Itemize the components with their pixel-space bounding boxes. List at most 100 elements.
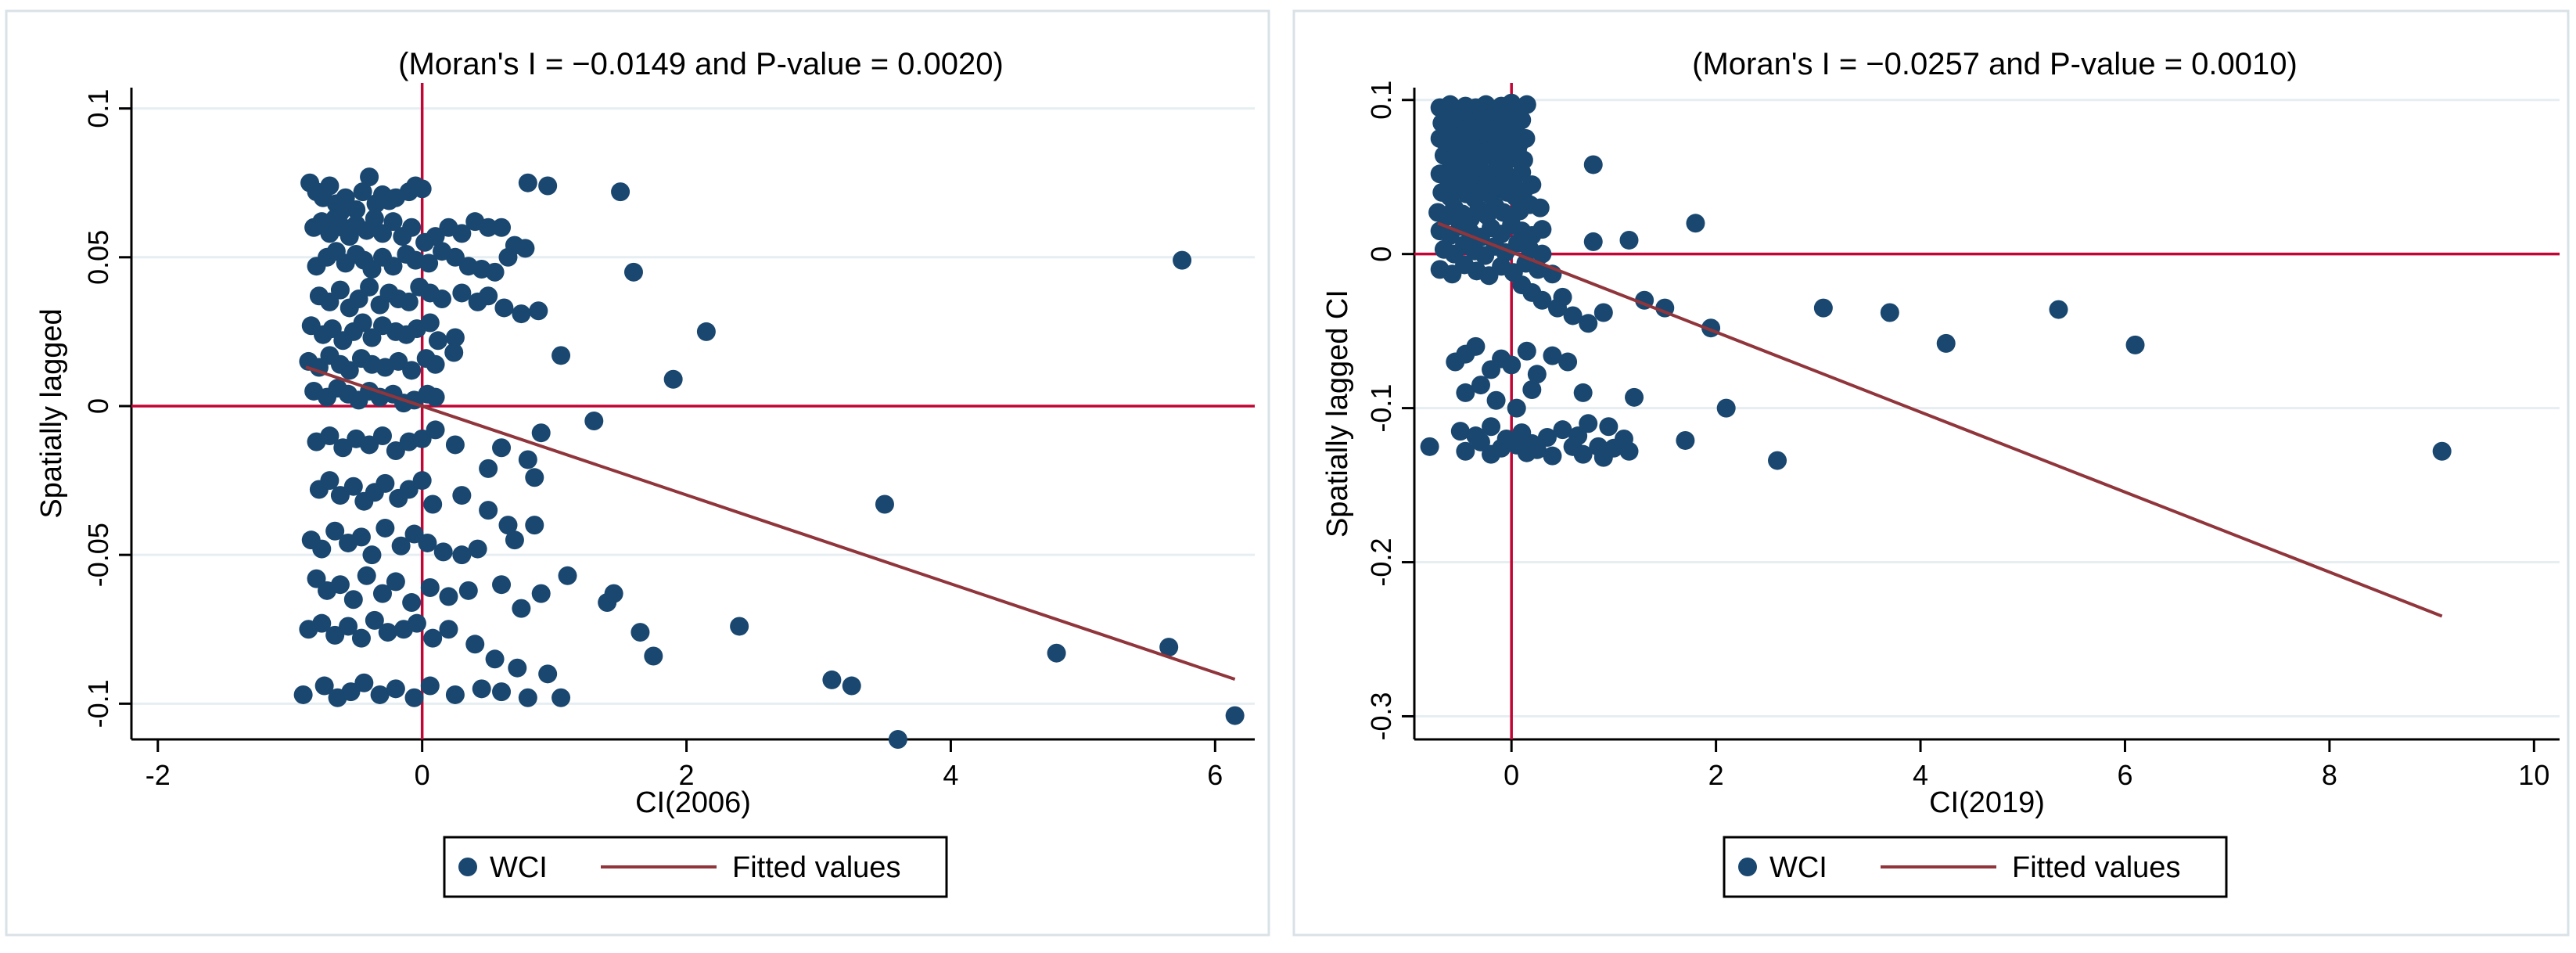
data-point	[508, 658, 527, 678]
panel-border	[5, 9, 1270, 937]
data-point	[383, 212, 403, 232]
data-point	[518, 173, 537, 192]
legend-marker	[458, 858, 477, 876]
data-point	[320, 471, 340, 491]
y-axis-label: Spatially lagged	[35, 308, 68, 518]
data-point	[644, 646, 663, 666]
data-point	[492, 575, 512, 595]
data-point	[465, 635, 485, 654]
chart-title: (Moran's I = −0.0149 and P-value = 0.002…	[398, 47, 1004, 81]
data-point	[1456, 441, 1475, 461]
data-point	[1604, 438, 1623, 458]
data-point	[1530, 198, 1550, 218]
data-point	[1047, 643, 1066, 663]
data-point	[525, 516, 544, 535]
data-point	[1936, 333, 1956, 353]
data-point	[1173, 250, 1192, 270]
data-point	[320, 176, 340, 196]
data-point	[1583, 155, 1603, 174]
chart-panel-2: 0 2 4 6 8 10 -0.3 -0.2 -0.1 0 0.1 (Moran's I = −0.0…	[1292, 9, 2570, 937]
data-point	[354, 673, 374, 692]
data-point	[372, 584, 392, 603]
data-point	[1716, 398, 1736, 418]
data-point	[479, 218, 498, 237]
data-point	[730, 617, 749, 636]
data-point	[1619, 230, 1639, 250]
data-point	[1619, 441, 1639, 461]
data-point	[357, 566, 376, 585]
y-tick-label: 0.05	[82, 230, 114, 285]
x-axis-label: CI(2019)	[1929, 786, 2045, 819]
data-point	[445, 685, 465, 704]
x-tick-label: 0	[415, 759, 430, 791]
data-point	[498, 516, 518, 535]
legend: WCI Fitted values	[443, 836, 948, 898]
data-point	[1543, 346, 1562, 365]
fitted-line	[1437, 221, 2443, 618]
data-point	[340, 361, 359, 380]
data-point	[452, 545, 472, 565]
chart-title: (Moran's I = −0.0257 and P-value = 0.001…	[1692, 47, 2298, 81]
data-point	[538, 664, 558, 684]
y-tick-label: 0	[1365, 246, 1397, 262]
data-point	[468, 539, 487, 559]
data-point	[412, 471, 432, 491]
x-tick-label: 6	[2117, 759, 2132, 791]
data-point	[492, 218, 512, 237]
y-tick-label: -0.1	[82, 679, 114, 728]
data-point	[343, 476, 363, 496]
data-point	[1625, 387, 1644, 407]
data-point	[418, 533, 437, 552]
data-point	[423, 628, 443, 648]
legend-label-fitted: Fitted values	[2012, 851, 2180, 884]
data-point	[372, 426, 392, 446]
data-point	[351, 527, 371, 547]
data-point	[1579, 314, 1598, 333]
data-point	[360, 277, 379, 297]
data-point	[1517, 95, 1536, 114]
data-point	[1573, 383, 1593, 402]
data-point	[1537, 428, 1557, 448]
data-point	[631, 623, 650, 642]
data-point	[378, 623, 397, 642]
data-point	[1553, 420, 1572, 440]
data-point	[412, 179, 432, 199]
data-point	[426, 420, 445, 440]
fitted-line	[305, 365, 1236, 681]
data-point	[399, 480, 419, 499]
data-point	[611, 182, 631, 202]
data-point	[325, 625, 345, 645]
y-tick-label: 0.1	[82, 89, 114, 128]
data-point	[439, 587, 458, 606]
data-point	[389, 351, 408, 371]
x-tick-label: 10	[2518, 759, 2549, 791]
data-point	[498, 247, 518, 267]
data-point	[875, 494, 894, 514]
data-point	[598, 593, 617, 613]
y-tick-label: 0.1	[1365, 81, 1397, 120]
data-point	[1573, 444, 1593, 464]
x-axis-label: CI(2006)	[635, 786, 751, 819]
data-point	[445, 328, 465, 347]
data-point	[420, 676, 440, 696]
data-point	[1532, 244, 1552, 264]
data-point	[439, 620, 458, 639]
data-point	[330, 280, 350, 300]
data-point	[1486, 390, 1506, 410]
data-point	[375, 473, 395, 493]
data-point	[341, 682, 361, 702]
data-point	[1471, 432, 1490, 451]
chart-panel-1: -2 0 2 4 6 -0.1 -0.05 0 0.05 0.1 (Moran's I = −0.0…	[5, 9, 1270, 937]
y-tick-label: -0.1	[1365, 384, 1397, 433]
data-point	[365, 209, 384, 228]
data-point	[320, 426, 340, 446]
data-point	[516, 239, 535, 258]
data-point	[663, 369, 683, 389]
data-point	[444, 343, 464, 362]
data-point	[822, 670, 842, 689]
data-point	[365, 610, 384, 630]
data-point	[623, 262, 643, 282]
data-point	[314, 676, 334, 696]
legend-label-wci: WCI	[490, 851, 548, 884]
